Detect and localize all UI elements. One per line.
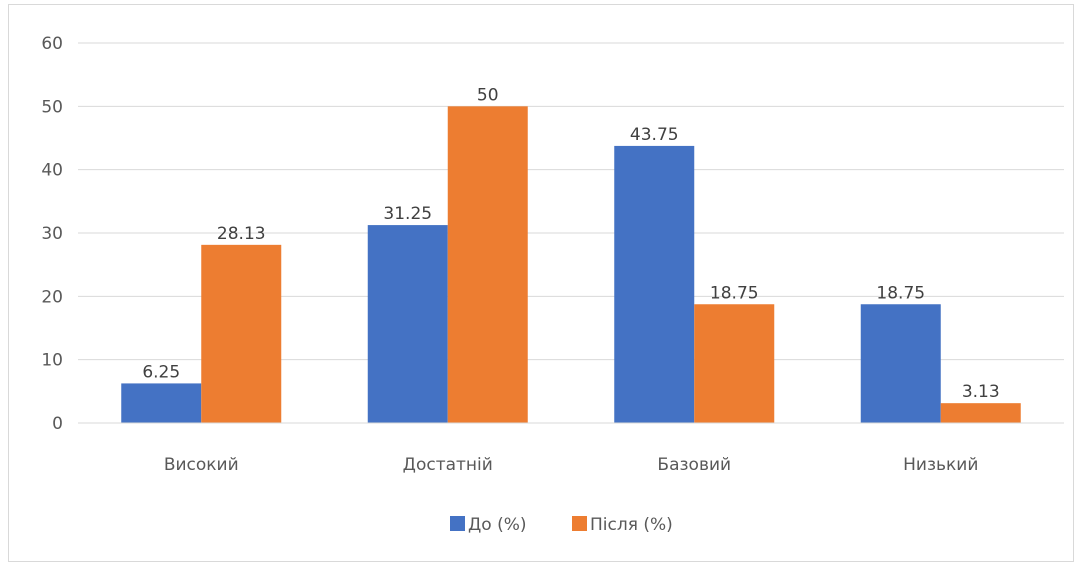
x-tick-label: Достатній <box>403 455 493 475</box>
y-tick-label: 50 <box>41 97 63 117</box>
data-label: 31.25 <box>383 204 432 224</box>
bar <box>201 244 282 423</box>
bar <box>860 304 941 423</box>
data-label: 6.25 <box>142 362 180 382</box>
y-tick-label: 20 <box>41 287 63 307</box>
y-tick-label: 40 <box>41 161 63 181</box>
legend: До (%) Після (%) <box>450 515 673 535</box>
data-labels: 6.25 28.13 31.25 50 43.75 18.75 18.75 3.13 <box>142 85 999 402</box>
bar <box>367 225 448 423</box>
legend-label: До (%) <box>468 515 527 535</box>
x-tick-label: Базовий <box>657 455 731 475</box>
y-axis-ticks: 0 10 20 30 40 50 60 <box>41 34 63 434</box>
bar <box>694 304 775 423</box>
x-tick-label: Низький <box>903 455 978 475</box>
y-tick-label: 0 <box>52 414 63 434</box>
y-tick-label: 60 <box>41 34 63 54</box>
data-label: 28.13 <box>217 224 266 244</box>
legend-label: Після (%) <box>590 515 673 535</box>
x-tick-label: Високий <box>164 455 239 475</box>
legend-swatch <box>450 516 465 531</box>
bar <box>447 106 528 423</box>
legend-swatch <box>572 516 587 531</box>
bar <box>614 145 695 423</box>
data-label: 50 <box>477 85 499 105</box>
bar <box>121 383 202 423</box>
chart-frame <box>8 4 1074 562</box>
data-label: 18.75 <box>710 283 759 303</box>
data-label: 3.13 <box>962 382 1000 402</box>
data-label: 43.75 <box>630 125 679 145</box>
bars <box>121 106 1021 423</box>
y-tick-label: 30 <box>41 224 63 244</box>
bar <box>940 403 1021 423</box>
data-label: 18.75 <box>876 283 925 303</box>
y-tick-label: 10 <box>41 351 63 371</box>
x-axis-labels: Високий Достатній Базовий Низький <box>164 455 979 475</box>
